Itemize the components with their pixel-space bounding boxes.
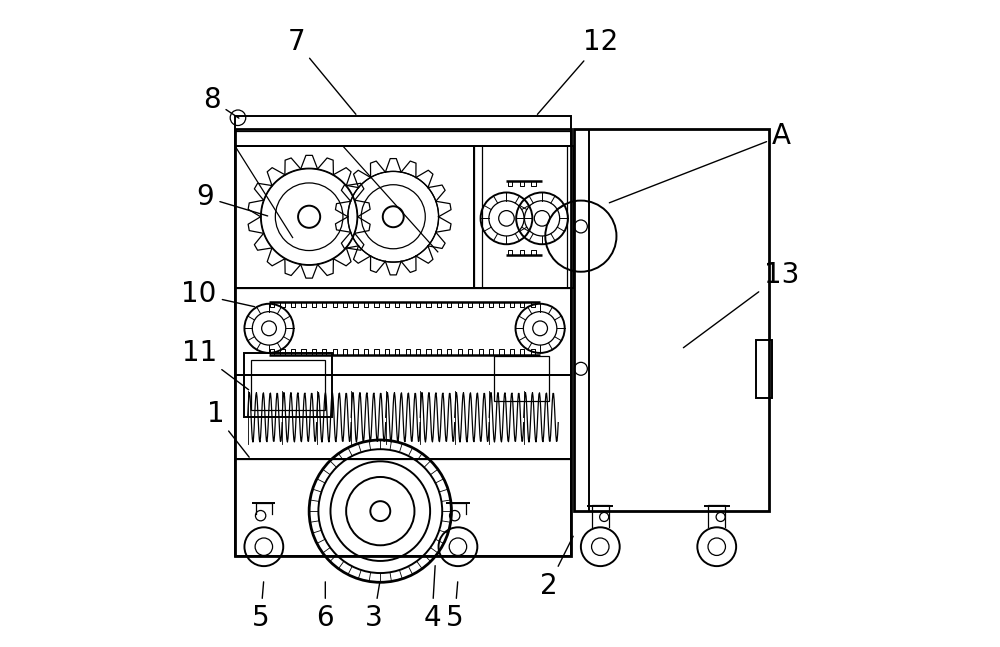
Bar xyxy=(235,129,571,556)
Bar xyxy=(235,375,571,459)
Text: 1: 1 xyxy=(207,400,249,457)
Text: 9: 9 xyxy=(197,183,268,216)
Bar xyxy=(244,353,332,417)
Bar xyxy=(494,356,549,401)
Text: 5: 5 xyxy=(446,582,464,632)
Text: 3: 3 xyxy=(365,582,383,632)
Text: 6: 6 xyxy=(316,582,334,632)
Text: 2: 2 xyxy=(540,536,573,600)
Text: 11: 11 xyxy=(182,338,249,389)
Bar xyxy=(235,288,571,375)
Bar xyxy=(235,116,571,146)
Bar xyxy=(574,129,769,511)
Text: A: A xyxy=(609,122,791,203)
Text: 4: 4 xyxy=(423,565,441,632)
Bar xyxy=(235,146,474,288)
Text: 7: 7 xyxy=(287,28,356,115)
Text: 8: 8 xyxy=(203,86,239,118)
Text: 5: 5 xyxy=(252,582,269,632)
Bar xyxy=(756,340,772,398)
Bar xyxy=(474,146,574,288)
Bar xyxy=(235,459,571,556)
Text: 12: 12 xyxy=(537,28,618,115)
Text: 13: 13 xyxy=(683,261,799,347)
Text: 10: 10 xyxy=(181,280,255,309)
Bar xyxy=(251,360,325,410)
